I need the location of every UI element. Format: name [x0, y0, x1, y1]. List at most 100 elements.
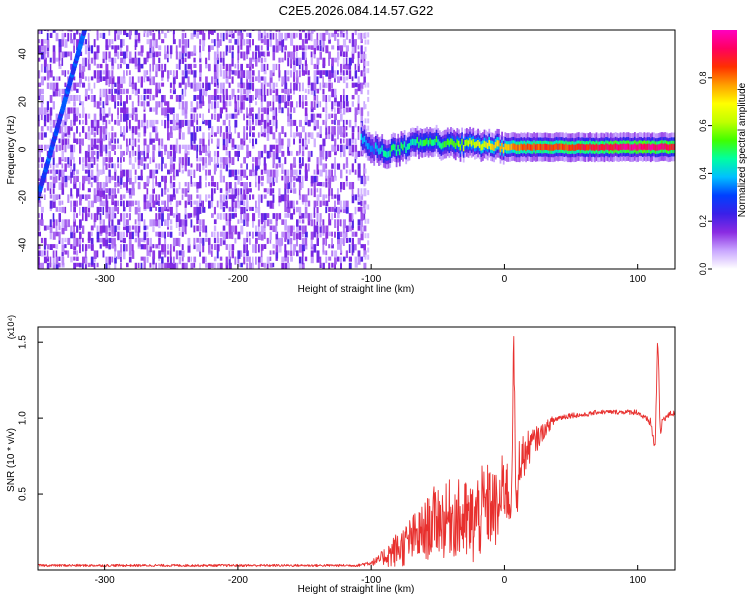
heatmap-cell: [128, 206, 132, 212]
heatmap-cell: [269, 182, 272, 188]
heatmap-cell: [181, 169, 184, 174]
heatmap-cell: [363, 135, 366, 143]
heatmap-cell: [234, 107, 237, 113]
heatmap-cell: [111, 126, 114, 131]
heatmap-cell: [462, 145, 465, 152]
heatmap-cell: [123, 213, 126, 222]
heatmap-cell: [167, 225, 169, 230]
heatmap-cell: [348, 107, 352, 113]
heatmap-cell: [52, 231, 56, 240]
heatmap-cell: [55, 244, 59, 250]
heatmap-cell: [137, 225, 141, 233]
heatmap-cell: [287, 256, 289, 263]
heatmap-cell: [284, 175, 288, 184]
heatmap-cell: [237, 169, 240, 175]
heatmap-cell: [260, 76, 264, 81]
heatmap-cell: [172, 262, 176, 269]
heatmap-cell: [269, 39, 272, 47]
heatmap-cell: [216, 63, 219, 72]
heatmap-cell: [84, 262, 87, 269]
heatmap-cell: [117, 88, 120, 95]
heatmap-cell: [143, 88, 147, 95]
heatmap-cell: [290, 225, 293, 233]
heatmap-cell: [313, 95, 316, 101]
heatmap-cell: [228, 32, 231, 37]
heatmap-cell: [340, 76, 343, 81]
heatmap-cell: [99, 213, 102, 220]
heatmap-cell: [96, 126, 99, 135]
heatmap-cell: [184, 101, 188, 110]
heatmap-cell: [149, 88, 152, 95]
heatmap-cell: [310, 88, 313, 95]
heatmap-cell: [296, 45, 299, 51]
heatmap-cell: [337, 244, 341, 250]
y-tick-label: 1.0: [18, 411, 29, 425]
heatmap-cell: [105, 175, 108, 183]
heatmap-cell: [208, 244, 211, 253]
heatmap-cell: [199, 57, 202, 63]
heatmap-cell: [43, 113, 47, 121]
heatmap-cell: [429, 138, 432, 145]
heatmap-cell: [79, 51, 83, 56]
heatmap-cell: [337, 51, 340, 60]
heatmap-cell: [58, 126, 62, 134]
heatmap-cell: [313, 225, 317, 233]
colorbar-tick-label: 0.2: [698, 215, 708, 228]
heatmap-cell: [325, 82, 328, 88]
heatmap-cell: [99, 206, 102, 213]
heatmap-cell: [99, 225, 103, 234]
heatmap-cell: [316, 225, 319, 234]
heatmap-cell: [202, 95, 204, 104]
heatmap-cell: [225, 51, 228, 56]
heatmap-cell: [181, 30, 185, 32]
heatmap-cell: [149, 157, 152, 164]
heatmap-cell: [76, 113, 79, 122]
heatmap-cell: [61, 225, 65, 235]
heatmap-cell: [290, 101, 294, 108]
heatmap-cell: [164, 119, 167, 129]
heatmap-cell: [87, 169, 91, 177]
heatmap-cell: [193, 51, 197, 56]
heatmap-cell: [260, 169, 264, 175]
heatmap-cell: [284, 219, 287, 226]
heatmap-cell: [219, 63, 222, 72]
heatmap-cell: [149, 39, 152, 48]
heatmap-cell: [205, 150, 209, 157]
heatmap-cell: [255, 138, 258, 145]
heatmap-cell: [99, 182, 102, 191]
heatmap-cell: [178, 51, 182, 60]
heatmap-cell: [216, 88, 219, 94]
heatmap-cell: [93, 126, 97, 132]
heatmap-cell: [52, 45, 56, 52]
heatmap-cell: [255, 45, 258, 51]
heatmap-cell: [252, 70, 255, 76]
heatmap-cell: [205, 163, 208, 168]
heatmap-cell: [167, 169, 171, 175]
heatmap-cell: [246, 76, 249, 83]
heatmap-cell: [87, 113, 91, 119]
heatmap-cell: [240, 188, 243, 195]
heatmap-cell: [196, 194, 199, 199]
heatmap-cell: [260, 45, 263, 51]
heatmap-cell: [234, 113, 238, 119]
heatmap-cell: [272, 45, 276, 52]
heatmap-cell: [334, 57, 337, 63]
heatmap-cell: [570, 144, 572, 151]
heatmap-cell: [196, 237, 199, 243]
heatmap-cell: [345, 45, 349, 52]
heatmap-cell: [61, 250, 64, 257]
heatmap-cell: [52, 262, 55, 269]
heatmap-cell: [310, 30, 314, 34]
heatmap-cell: [234, 119, 238, 128]
heatmap-cell: [146, 194, 149, 200]
heatmap-cell: [222, 231, 226, 241]
heatmap-cell: [313, 175, 317, 183]
heatmap-cell: [120, 175, 123, 185]
heatmap-cell: [152, 188, 155, 194]
heatmap-cell: [290, 250, 293, 257]
heatmap-cell: [102, 57, 105, 63]
heatmap-cell: [392, 143, 395, 150]
heatmap-cell: [199, 157, 203, 162]
heatmap-cell: [325, 101, 328, 109]
heatmap-cell: [67, 70, 70, 75]
